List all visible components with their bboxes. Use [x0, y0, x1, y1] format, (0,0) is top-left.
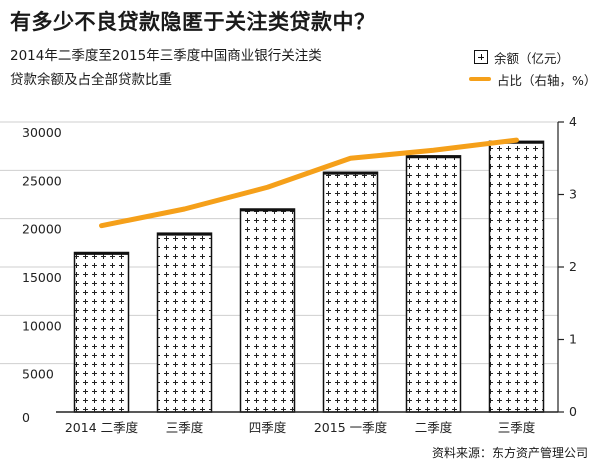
legend-bar-label: 余额（亿元） [494, 50, 570, 66]
y-right-tick-label: 4 [569, 114, 577, 129]
bar-balance [405, 155, 462, 413]
y-left-tick-label: 15000 [22, 270, 62, 285]
bar-balance [322, 171, 379, 413]
source-note: 资料来源：东方资产管理公司 [431, 446, 588, 460]
bar-balance [156, 232, 213, 413]
bar-balance [239, 208, 296, 413]
y-left-tick-label: 5000 [22, 367, 54, 382]
pattern-swatch-icon [474, 50, 488, 64]
legend: 余额（亿元） 占比（右轴，%） [469, 46, 597, 90]
x-tick-label: 三季度 [166, 420, 204, 435]
y-right-tick-label: 2 [569, 259, 577, 274]
legend-item-bar: 余额（亿元） [474, 46, 596, 68]
legend-item-line: 占比（右轴，%） [469, 68, 597, 90]
bar-balance [488, 140, 545, 413]
bar-balance [73, 251, 130, 413]
y-left-tick-label: 25000 [22, 173, 62, 188]
x-tick-label: 2014 二季度 [65, 420, 139, 435]
y-right-tick-label: 0 [569, 404, 577, 419]
chart-subtitle: 2014年二季度至2015年三季度中国商业银行关注类 贷款余额及占全部贷款比重 [10, 44, 410, 92]
x-tick-label: 三季度 [498, 420, 536, 435]
x-tick-label: 2015 一季度 [314, 420, 388, 435]
ratio-line [99, 137, 519, 229]
subtitle-line-2: 贷款余额及占全部贷款比重 [10, 72, 172, 88]
y-left-tick-label: 0 [22, 410, 30, 425]
line-swatch-icon [469, 77, 491, 81]
chart-title: 有多少不良贷款隐匿于关注类贷款中？ [10, 10, 376, 34]
y-right-tick-label: 1 [569, 332, 577, 347]
x-tick-label: 四季度 [249, 420, 287, 435]
y-left-tick-label: 30000 [22, 125, 62, 140]
subtitle-line-1: 2014年二季度至2015年三季度中国商业银行关注类 [10, 48, 322, 64]
y-left-tick-label: 10000 [22, 318, 62, 333]
y-right-tick-label: 3 [569, 187, 577, 202]
y-left-tick-label: 20000 [22, 222, 62, 237]
legend-line-label: 占比（右轴，%） [497, 72, 597, 88]
x-tick-label: 二季度 [415, 420, 453, 435]
